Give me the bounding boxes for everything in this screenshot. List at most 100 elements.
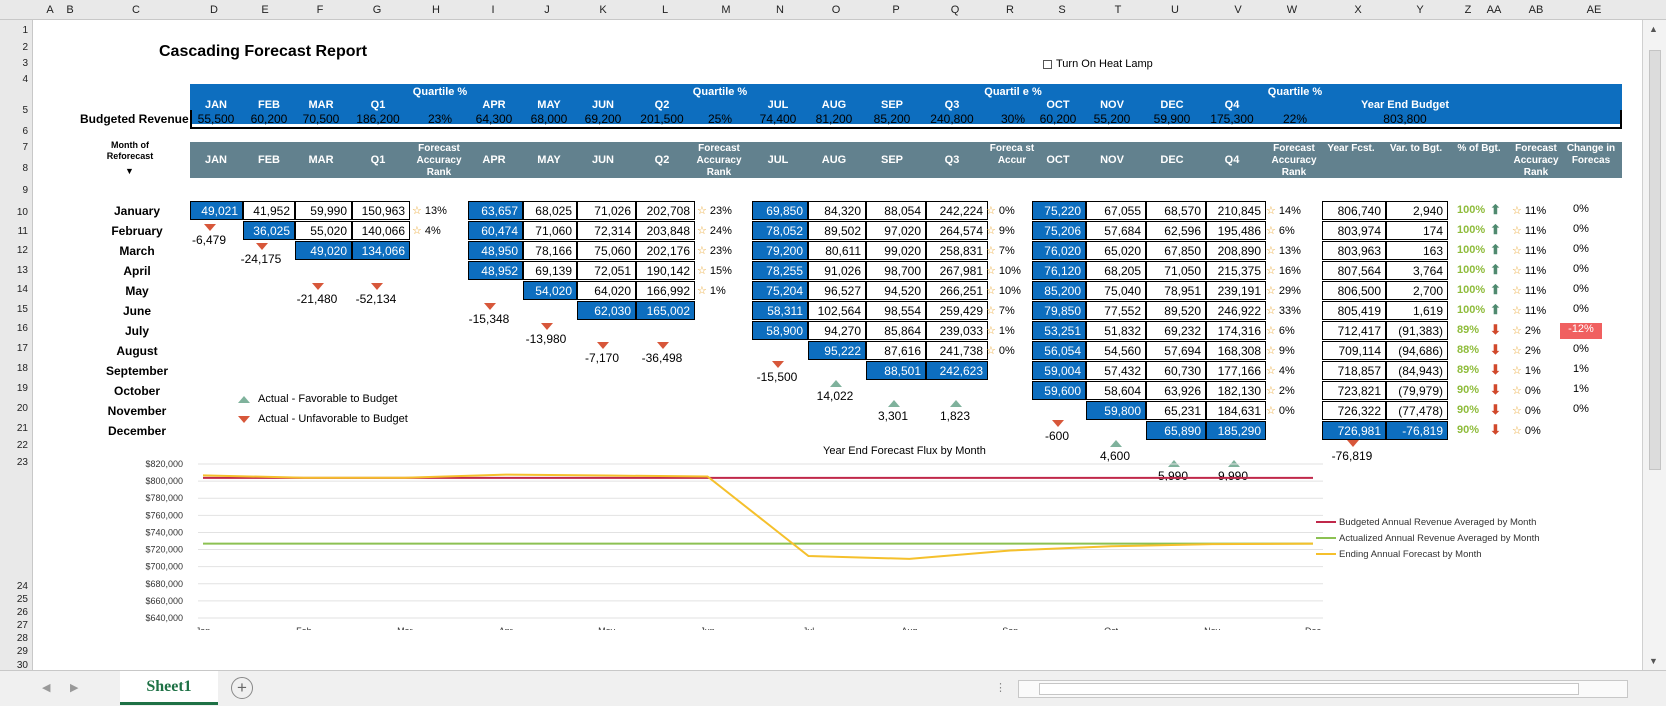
- row-header[interactable]: 8: [22, 163, 28, 174]
- accuracy-rank: ☆ 1%: [1512, 364, 1541, 377]
- q4-cell: 168,308: [1206, 341, 1266, 360]
- column-header[interactable]: AA: [1486, 4, 1502, 16]
- row-header[interactable]: 28: [16, 633, 28, 644]
- forecast-header-label: NOV: [1100, 154, 1124, 166]
- column-header[interactable]: O: [831, 4, 841, 16]
- next-sheet-icon[interactable]: ▶: [70, 682, 79, 694]
- row-header[interactable]: 19: [16, 383, 28, 394]
- heat-lamp-toggle[interactable]: Turn On Heat Lamp: [1043, 58, 1153, 70]
- column-header[interactable]: E: [261, 4, 269, 16]
- forecast-header-label: Foreca st Accur: [989, 143, 1035, 166]
- row-header[interactable]: 22: [16, 440, 28, 451]
- q4-rank: ☆ 33%: [1266, 304, 1301, 317]
- row-header[interactable]: 30: [16, 660, 28, 671]
- column-header[interactable]: U: [1171, 4, 1179, 16]
- star-icon: ☆: [1266, 405, 1279, 417]
- sheet-tab-sheet1[interactable]: Sheet1: [120, 671, 218, 705]
- column-header[interactable]: C: [132, 4, 140, 16]
- row-header[interactable]: 9: [22, 185, 28, 196]
- q4-rank: ☆ 6%: [1266, 324, 1295, 337]
- row-header[interactable]: 17: [16, 343, 28, 354]
- column-header[interactable]: Y: [1416, 4, 1424, 16]
- row-header[interactable]: 27: [16, 620, 28, 631]
- add-sheet-icon[interactable]: +: [231, 677, 253, 699]
- column-header[interactable]: H: [432, 4, 440, 16]
- horizontal-scrollbar[interactable]: [1018, 680, 1628, 698]
- rank-value: 29%: [1278, 285, 1301, 297]
- var-to-budget-cell: 1,619: [1386, 301, 1448, 320]
- column-header[interactable]: G: [372, 4, 382, 16]
- row-header[interactable]: 7: [22, 142, 28, 153]
- q4-cell: 75,206: [1032, 221, 1086, 240]
- forecast-header-label: Q3: [944, 154, 960, 166]
- var-to-budget-cell: (77,478): [1386, 401, 1448, 420]
- hscroll-thumb[interactable]: [1039, 683, 1579, 695]
- column-header[interactable]: D: [210, 4, 218, 16]
- row-header[interactable]: 24: [16, 581, 28, 592]
- column-header[interactable]: R: [1006, 4, 1014, 16]
- q3-cell: 94,520: [866, 281, 926, 300]
- q2-cell: 165,002: [636, 301, 695, 320]
- star-icon: ☆: [697, 285, 710, 297]
- column-header[interactable]: AB: [1528, 4, 1544, 16]
- year-forecast-cell: 723,821: [1322, 381, 1386, 400]
- row-header[interactable]: 21: [16, 423, 28, 434]
- row-header[interactable]: 29: [16, 646, 28, 657]
- column-header[interactable]: M: [721, 4, 731, 16]
- forecast-header-label: APR: [482, 154, 506, 166]
- worksheet[interactable]: Cascading Forecast Report Turn On Heat L…: [33, 20, 1642, 670]
- column-header[interactable]: F: [316, 4, 324, 16]
- row-header[interactable]: 5: [22, 105, 28, 116]
- row-header[interactable]: 11: [17, 226, 28, 237]
- row-header[interactable]: 6: [22, 126, 28, 137]
- column-header[interactable]: W: [1286, 4, 1298, 16]
- q3-cell: 58,311: [752, 301, 808, 320]
- pct-of-budget: 100%: [1457, 204, 1486, 216]
- budget-header-label: APR: [482, 99, 506, 111]
- splitter-icon[interactable]: ⋮: [995, 682, 1006, 694]
- row-header[interactable]: 26: [16, 607, 28, 618]
- row-header[interactable]: 14: [16, 284, 28, 295]
- vertical-scrollbar[interactable]: ▲ ▼: [1642, 20, 1666, 670]
- q4-cell: 51,832: [1086, 321, 1146, 340]
- scroll-thumb[interactable]: [1649, 50, 1661, 470]
- scroll-down-icon[interactable]: ▼: [1649, 656, 1658, 666]
- scroll-up-icon[interactable]: ▲: [1649, 24, 1658, 34]
- column-header[interactable]: A: [46, 4, 54, 16]
- prev-sheet-icon[interactable]: ◀: [42, 682, 51, 694]
- sort-down-icon[interactable]: ▼: [125, 166, 134, 176]
- delta-value: -15,500: [756, 370, 798, 384]
- q4-cell: 246,922: [1206, 301, 1266, 320]
- pct-of-budget: 90%: [1457, 384, 1480, 396]
- column-header[interactable]: S: [1058, 4, 1066, 16]
- column-header[interactable]: V: [1234, 4, 1242, 16]
- row-header[interactable]: 20: [16, 403, 28, 414]
- column-header[interactable]: T: [1114, 4, 1122, 16]
- row-header[interactable]: 2: [22, 42, 28, 53]
- column-header[interactable]: Z: [1464, 4, 1472, 16]
- row-header[interactable]: 3: [22, 58, 28, 69]
- q4-cell: 68,570: [1146, 201, 1206, 220]
- column-header[interactable]: L: [661, 4, 669, 16]
- column-header[interactable]: N: [776, 4, 784, 16]
- row-header[interactable]: 25: [16, 594, 28, 605]
- row-header[interactable]: 15: [16, 304, 28, 315]
- column-header[interactable]: X: [1354, 4, 1362, 16]
- column-header[interactable]: P: [892, 4, 900, 16]
- row-header[interactable]: 1: [22, 25, 28, 36]
- row-header[interactable]: 16: [16, 323, 28, 334]
- row-header[interactable]: 13: [16, 265, 28, 276]
- forecast-header-label: Q4: [1224, 154, 1240, 166]
- column-header[interactable]: B: [66, 4, 74, 16]
- column-header[interactable]: AE: [1586, 4, 1602, 16]
- column-header[interactable]: I: [491, 4, 495, 16]
- row-header[interactable]: 10: [16, 207, 28, 218]
- checkbox-icon[interactable]: [1043, 59, 1052, 69]
- row-header[interactable]: 12: [16, 245, 28, 256]
- column-header[interactable]: J: [544, 4, 550, 16]
- column-header[interactable]: K: [599, 4, 607, 16]
- row-header[interactable]: 4: [22, 74, 28, 85]
- row-header[interactable]: 23: [16, 457, 28, 468]
- row-header[interactable]: 18: [16, 363, 28, 374]
- column-header[interactable]: Q: [950, 4, 960, 16]
